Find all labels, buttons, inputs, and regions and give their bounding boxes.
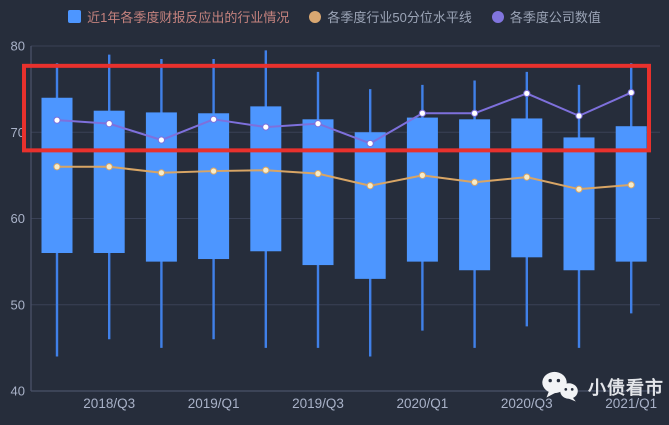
- company-values-line: [56, 91, 632, 145]
- legend-item-company-values[interactable]: 各季度公司数值: [491, 7, 601, 26]
- industry-50pct-point: [262, 166, 270, 174]
- box: [93, 110, 125, 253]
- y-axis-tick-label: 50: [11, 297, 25, 312]
- industry-50pct-point: [523, 173, 531, 181]
- company-value-point: [105, 120, 113, 128]
- industry-50pct-point: [418, 171, 426, 179]
- company-value-point: [53, 116, 61, 124]
- x-axis-tick-label: 2018/Q3: [83, 396, 135, 411]
- line-series-marker-icon: [491, 10, 504, 23]
- line-series-marker-icon: [309, 10, 322, 23]
- company-value-point: [314, 120, 322, 128]
- industry-50pct-point: [105, 163, 113, 171]
- box: [511, 118, 543, 258]
- legend-item-industry-50pct-line[interactable]: 各季度行业50分位水平线: [309, 7, 472, 26]
- x-axis-tick-label: 2019/Q1: [188, 396, 240, 411]
- box: [354, 132, 386, 279]
- y-axis-tick-label: 80: [11, 39, 25, 54]
- box: [459, 119, 491, 271]
- y-axis-tick-label: 70: [11, 125, 25, 140]
- industry-50pct-line: [57, 165, 632, 191]
- x-axis-tick-label: 2019/Q3: [292, 396, 344, 411]
- legend-label: 近1年各季度财报反应出的行业情况: [87, 10, 290, 25]
- industry-50pct-point: [471, 178, 479, 186]
- company-value-point: [471, 109, 479, 117]
- legend-item-industry-boxes[interactable]: 近1年各季度财报反应出的行业情况: [68, 7, 289, 26]
- box-series-marker-icon: [68, 10, 82, 23]
- box: [198, 113, 230, 260]
- box: [406, 117, 438, 262]
- industry-50pct-point: [210, 167, 218, 175]
- company-value-point: [210, 115, 218, 123]
- company-value-point: [575, 112, 583, 120]
- company-value-point: [418, 109, 426, 117]
- highlight-rectangle: [22, 63, 651, 153]
- industry-50pct-point: [366, 182, 374, 190]
- industry-50pct-point: [314, 170, 322, 178]
- watermark: 小债看市: [541, 371, 664, 402]
- company-value-point: [366, 139, 374, 148]
- box: [615, 126, 647, 262]
- industry-50pct-point: [157, 169, 165, 177]
- x-axis-tick-label: 2021/Q1: [605, 396, 657, 411]
- industry-50pct-point: [575, 185, 583, 193]
- company-value-point: [523, 89, 531, 98]
- chart-legend: 近1年各季度财报反应出的行业情况 各季度行业50分位水平线 各季度公司数值: [0, 7, 669, 26]
- company-value-point: [627, 88, 635, 97]
- company-value-point: [262, 123, 270, 131]
- legend-label: 各季度公司数值: [509, 10, 601, 25]
- industry-50pct-point: [53, 163, 61, 171]
- x-axis-tick-label: 2020/Q3: [501, 396, 553, 411]
- company-value-point: [157, 136, 165, 144]
- wechat-icon: [542, 371, 578, 402]
- watermark-text: 小债看市: [588, 377, 664, 398]
- box: [563, 137, 595, 271]
- y-axis-tick-label: 60: [11, 211, 25, 226]
- y-axis-tick-label: 40: [11, 384, 25, 399]
- industry-50pct-point: [627, 181, 635, 189]
- legend-label: 各季度行业50分位水平线: [327, 10, 472, 25]
- x-axis-tick-label: 2020/Q1: [397, 396, 449, 411]
- box: [302, 119, 334, 266]
